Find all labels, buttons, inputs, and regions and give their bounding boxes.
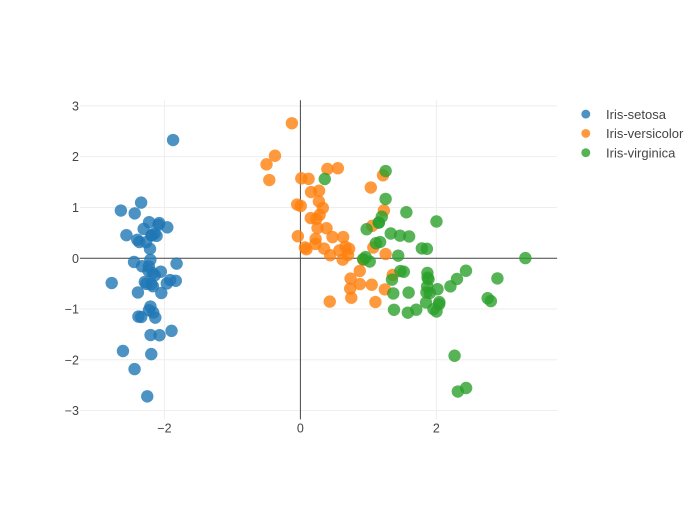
svg-text:0: 0 <box>72 252 79 266</box>
svg-text:2: 2 <box>72 150 79 164</box>
svg-text:0: 0 <box>297 421 304 435</box>
svg-text:−2: −2 <box>65 353 79 367</box>
svg-text:Iris-virginica: Iris-virginica <box>606 145 676 160</box>
svg-text:−2: −2 <box>157 421 171 435</box>
svg-text:−1: −1 <box>65 303 79 317</box>
svg-text:1: 1 <box>72 201 79 215</box>
svg-text:−3: −3 <box>65 404 79 418</box>
svg-text:Iris-versicolor: Iris-versicolor <box>606 126 684 141</box>
svg-text:Iris-setosa: Iris-setosa <box>606 107 667 122</box>
svg-text:3: 3 <box>72 99 79 113</box>
svg-text:2: 2 <box>433 421 440 435</box>
